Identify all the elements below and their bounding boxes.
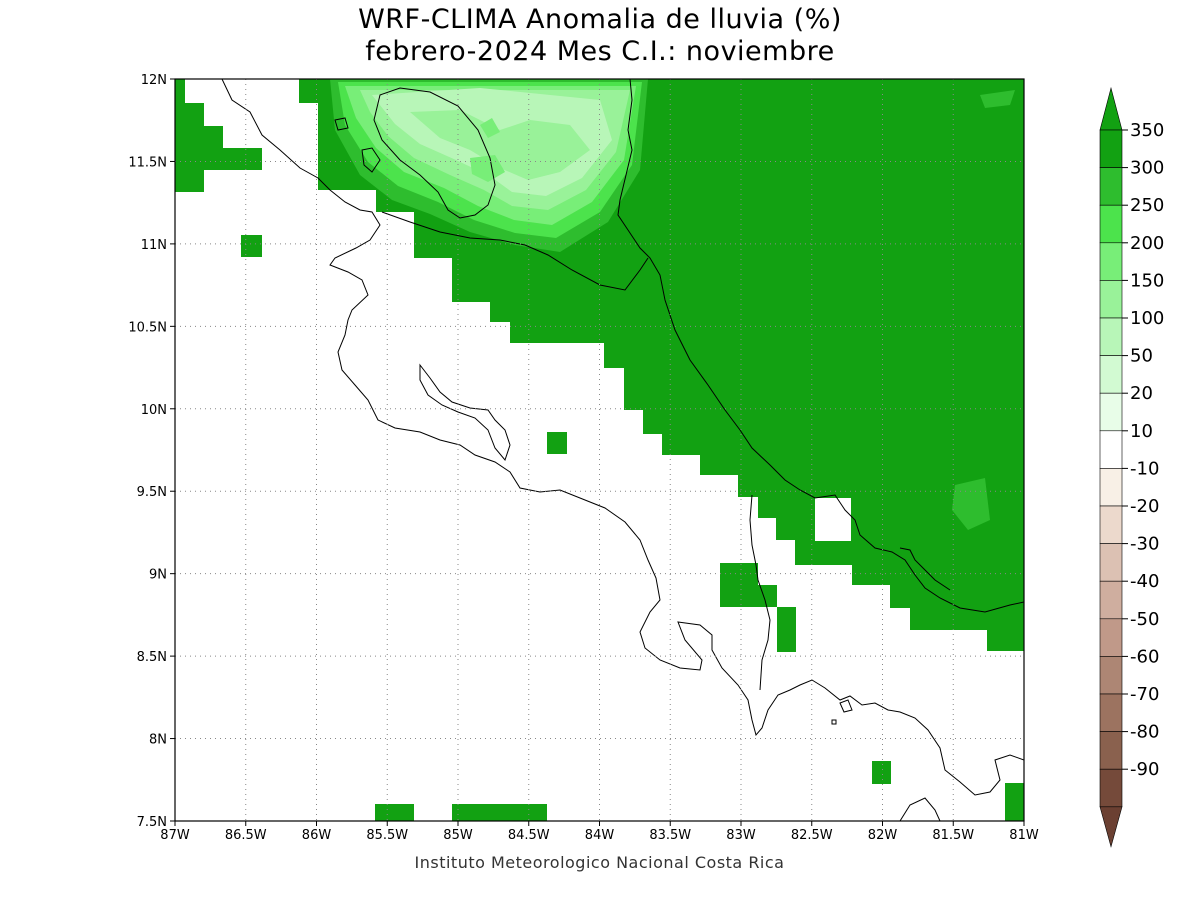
y-tick-label: 8N xyxy=(149,733,167,748)
colorbar-label: 10 xyxy=(1130,421,1153,442)
colorbar-swatch xyxy=(1099,317,1123,356)
anomaly-cell xyxy=(299,79,319,103)
colorbar-swatch xyxy=(1099,167,1123,206)
panama-south-coast xyxy=(899,797,941,821)
colorbar-swatch xyxy=(1099,580,1123,620)
y-tick-label: 9.5N xyxy=(137,485,167,500)
x-tick-label: 84W xyxy=(585,828,615,843)
x-tick-label: 85.5W xyxy=(366,828,408,843)
anomaly-cell xyxy=(1005,783,1024,821)
y-axis: 12N 11.5N 11N 10.5N 10N 9.5N 9N 8.5N 8N 7.5N xyxy=(128,73,175,830)
gulf-of-nicoya-coast xyxy=(419,363,511,462)
colorbar-swatch xyxy=(1099,768,1123,808)
anomaly-cell xyxy=(452,804,547,821)
colorbar-label: -60 xyxy=(1130,646,1159,667)
x-tick-label: 83W xyxy=(726,828,756,843)
colorbar-label: 150 xyxy=(1130,270,1164,291)
colorbar-label: 20 xyxy=(1130,383,1153,404)
x-tick-label: 87W xyxy=(160,828,190,843)
border-nicaragua-costa-rica xyxy=(381,211,649,291)
map-title-line2: febrero-2024 Mes C.I.: noviembre xyxy=(365,36,835,67)
island xyxy=(839,699,853,713)
coastlines xyxy=(221,79,1024,821)
anomaly-cell xyxy=(375,804,414,821)
colorbar-swatch xyxy=(1099,731,1123,770)
northwest-coastline xyxy=(361,147,381,173)
border-costa-rica-panama xyxy=(749,494,771,691)
colorbar-swatch xyxy=(1099,618,1123,657)
colorbar-label: -90 xyxy=(1130,759,1159,780)
y-tick-label: 11N xyxy=(141,238,167,253)
anomaly-cells-west xyxy=(175,79,1024,821)
colorbar-swatch xyxy=(1099,355,1123,394)
colorbar-swatch xyxy=(1099,693,1123,732)
colorbar: 350 300 250 200 150 100 50 20 10 -10 -20 -30 -40 -50 -… xyxy=(1099,86,1164,848)
colorbar-swatch xyxy=(1099,392,1123,432)
anomaly-level-200-spot xyxy=(480,118,500,138)
nicaragua-lake-outline xyxy=(373,87,496,219)
grid-lines xyxy=(175,79,1024,821)
y-tick-label: 10N xyxy=(141,403,167,418)
colorbar-label: -40 xyxy=(1130,571,1159,592)
colorbar-swatch xyxy=(1099,430,1123,469)
colorbar-top-arrow xyxy=(1099,86,1123,131)
anomaly-level-200-spot xyxy=(470,155,505,182)
colorbar-swatch xyxy=(1099,468,1123,507)
x-tick-label: 85W xyxy=(443,828,473,843)
colorbar-swatch xyxy=(1099,129,1123,168)
x-tick-label: 81.5W xyxy=(932,828,974,843)
y-tick-label: 7.5N xyxy=(137,815,167,830)
panama-north-coast xyxy=(899,547,951,591)
colorbar-label: 200 xyxy=(1130,233,1164,254)
colorbar-label: 50 xyxy=(1130,346,1153,367)
y-tick-label: 8.5N xyxy=(137,650,167,665)
colorbar-bottom-arrow xyxy=(1099,806,1123,848)
island xyxy=(831,719,837,725)
pacific-coastline xyxy=(221,79,1024,796)
map-title-line1: WRF-CLIMA Anomalia de lluvia (%) xyxy=(358,4,842,35)
colorbar-label: -30 xyxy=(1130,534,1159,555)
colorbar-swatch xyxy=(1099,204,1123,244)
x-axis: 87W 86.5W 86W 85.5W 85W 84.5W 84W 83.5W 83W 82.5W… xyxy=(160,821,1039,843)
anomaly-cell xyxy=(872,761,891,784)
island xyxy=(334,117,349,131)
colorbar-swatch xyxy=(1099,543,1123,582)
y-tick-label: 11.5N xyxy=(128,155,167,170)
y-tick-label: 10.5N xyxy=(128,320,167,335)
colorbar-label: 250 xyxy=(1130,195,1164,216)
colorbar-label: 350 xyxy=(1130,120,1164,141)
caribbean-coastline xyxy=(617,79,1024,613)
anomaly-cell xyxy=(547,432,567,454)
x-tick-label: 86.5W xyxy=(225,828,267,843)
map-footer-credit: Instituto Meteorologico Nacional Costa R… xyxy=(414,853,785,872)
x-tick-label: 82W xyxy=(868,828,898,843)
x-tick-label: 83.5W xyxy=(649,828,691,843)
colorbar-swatch xyxy=(1099,280,1123,319)
colorbar-label: -70 xyxy=(1130,684,1159,705)
anomaly-cell xyxy=(777,607,796,652)
colorbar-swatch xyxy=(1099,656,1123,695)
anomaly-level-150-inner xyxy=(410,110,590,180)
colorbar-label: 300 xyxy=(1130,158,1164,179)
plot-area xyxy=(175,79,1024,821)
colorbar-swatch xyxy=(1099,242,1123,281)
x-tick-label: 86W xyxy=(302,828,332,843)
anomaly-level-300-caribbean xyxy=(980,90,1015,108)
colorbar-label: -20 xyxy=(1130,496,1159,517)
colorbar-label: -10 xyxy=(1130,458,1159,479)
anomaly-cluster-osa xyxy=(720,563,777,607)
colorbar-swatch xyxy=(1099,505,1123,544)
x-tick-label: 82.5W xyxy=(791,828,833,843)
y-tick-label: 9N xyxy=(149,568,167,583)
x-tick-label: 84.5W xyxy=(508,828,550,843)
x-tick-label: 81W xyxy=(1009,828,1039,843)
anomaly-gap-panama-border xyxy=(815,498,851,541)
anomaly-cluster-northwest xyxy=(175,79,262,192)
y-tick-label: 12N xyxy=(141,73,167,88)
anomaly-cell xyxy=(241,235,262,257)
colorbar-label: -50 xyxy=(1130,609,1159,630)
colorbar-label: 100 xyxy=(1130,308,1164,329)
colorbar-label: -80 xyxy=(1130,722,1159,743)
